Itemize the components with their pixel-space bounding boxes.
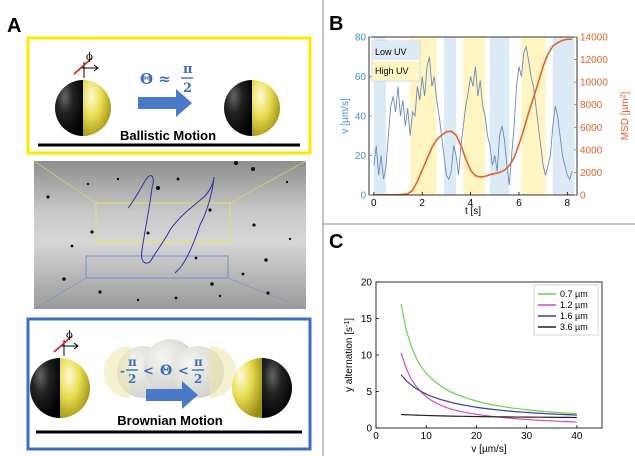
- janus-particle-right-top: [224, 80, 280, 136]
- panel-b-ytick-left: 0: [360, 191, 366, 202]
- panel-c-ytick: 5: [366, 387, 372, 398]
- panel-b-xlabel: t [s]: [465, 206, 481, 217]
- panel-b-ytick-right: 14000: [580, 33, 608, 44]
- panel-b-ytick-left: 40: [355, 112, 367, 123]
- panel-b: B 0 2 4 6 8020406080020004000600080001000012…: [329, 13, 631, 217]
- legend-low-uv: Low UV: [375, 47, 407, 57]
- series-line-1: [400, 352, 577, 423]
- panel-b-xtick: 2: [419, 198, 425, 209]
- phi-rotation-icon: [73, 57, 99, 78]
- panel-b-xtick: 0: [371, 198, 377, 209]
- phi-symbol-top: ϕ: [86, 52, 93, 63]
- series-line-3: [401, 413, 577, 419]
- msd-series: [373, 38, 573, 195]
- panel-c-ytick: 10: [361, 351, 373, 362]
- legend-entry-0: 0.7 µm: [560, 289, 588, 299]
- legend-entry-1: 1.2 µm: [560, 300, 588, 310]
- uv-band-high: [521, 37, 546, 195]
- uv-legend: Low UV High UV: [371, 40, 421, 82]
- ineq-two-left: 2: [128, 372, 136, 386]
- panel-c-ytick: 0: [366, 424, 372, 435]
- panel-b-ytick-right: 0: [580, 191, 586, 202]
- panel-b-ytick-right: 8000: [580, 100, 603, 111]
- ineq-lt-left: <: [143, 364, 154, 379]
- series-line-2: [400, 374, 577, 416]
- panel-c: C 0 10 20 30 40 0 5 10 15 20 0.7 µm1.2 µm1.6 µm3.…: [329, 231, 603, 455]
- panel-a: A ϕ Θ ≈ π 2 Ballistic Motion: [7, 15, 312, 451]
- ineq-theta: Θ: [160, 363, 172, 379]
- legend-high-uv: High UV: [375, 66, 409, 76]
- panel-c-xtick: 40: [571, 431, 583, 442]
- panel-c-ytick: 20: [361, 278, 373, 289]
- legend-entry-3: 3.6 µm: [560, 322, 588, 332]
- theta-pi: π: [183, 62, 193, 77]
- ballistic-label: Ballistic Motion: [120, 128, 216, 143]
- phi-symbol-bottom: ϕ: [66, 330, 73, 341]
- panel-b-ytick-left: 20: [355, 151, 367, 162]
- series-line-0: [400, 303, 577, 415]
- ineq-minus: -: [120, 364, 125, 378]
- panel-b-xtick: 8: [565, 198, 571, 209]
- panel-c-ylabel: y alternation [s-1]: [344, 318, 355, 392]
- panel-c-xlabel: v [µm/s]: [471, 444, 506, 455]
- phi-rotation-icon-bottom: [53, 335, 79, 356]
- uv-band-low: [552, 37, 575, 195]
- size-legend: 0.7 µm1.2 µm1.6 µm3.6 µm: [533, 284, 599, 336]
- panel-b-ylabel-right: MSD [µm2]: [620, 92, 631, 141]
- theta-two: 2: [183, 81, 192, 96]
- panel-b-ytick-left: 80: [355, 33, 367, 44]
- janus-particle-left-bottom: [30, 358, 90, 418]
- panel-b-ylabel-left: v [µm/s]: [340, 98, 351, 133]
- roi-brownian: [85, 255, 229, 279]
- uv-band-low: [489, 37, 510, 195]
- particle-trajectory: [127, 175, 215, 274]
- panel-b-ytick-right: 10000: [580, 78, 608, 89]
- panel-c-xtick: 0: [373, 431, 379, 442]
- janus-particle-right-bottom: [232, 358, 292, 418]
- ineq-pi-right: π: [194, 355, 203, 369]
- theta-inequality: - π 2 < Θ < π 2: [120, 355, 204, 386]
- panel-b-letter: B: [329, 13, 343, 35]
- transition-arrow-bottom: [146, 381, 198, 409]
- ineq-lt-right: <: [178, 364, 189, 379]
- panel-a-letter: A: [7, 15, 21, 37]
- panel-b-ytick-right: 12000: [580, 55, 608, 66]
- panel-c-letter: C: [329, 231, 343, 253]
- microscope-image: [33, 160, 307, 310]
- legend-entry-2: 1.6 µm: [560, 311, 588, 321]
- panel-b-ytick-right: 6000: [580, 123, 603, 134]
- panel-c-xtick: 20: [471, 431, 483, 442]
- panel-b-xtick: 4: [468, 198, 474, 209]
- panel-b-ytick-right: 4000: [580, 145, 603, 156]
- uv-band-high: [463, 37, 486, 195]
- panel-b-xtick: 6: [516, 198, 522, 209]
- panel-b-ytick-right: 2000: [580, 168, 603, 179]
- panel-c-ytick: 15: [361, 314, 373, 325]
- theta-approx: Θ ≈: [140, 70, 171, 88]
- panel-c-xtick: 30: [521, 431, 533, 442]
- janus-particle-left-top: [55, 80, 111, 136]
- ineq-two-right: 2: [194, 372, 202, 386]
- ineq-pi-left: π: [128, 355, 137, 369]
- transition-arrow-top: [138, 89, 192, 117]
- panel-b-ytick-left: 60: [355, 72, 367, 83]
- brownian-label: Brownian Motion: [117, 413, 222, 428]
- velocity-series: [373, 45, 573, 186]
- panel-c-xtick: 10: [421, 431, 433, 442]
